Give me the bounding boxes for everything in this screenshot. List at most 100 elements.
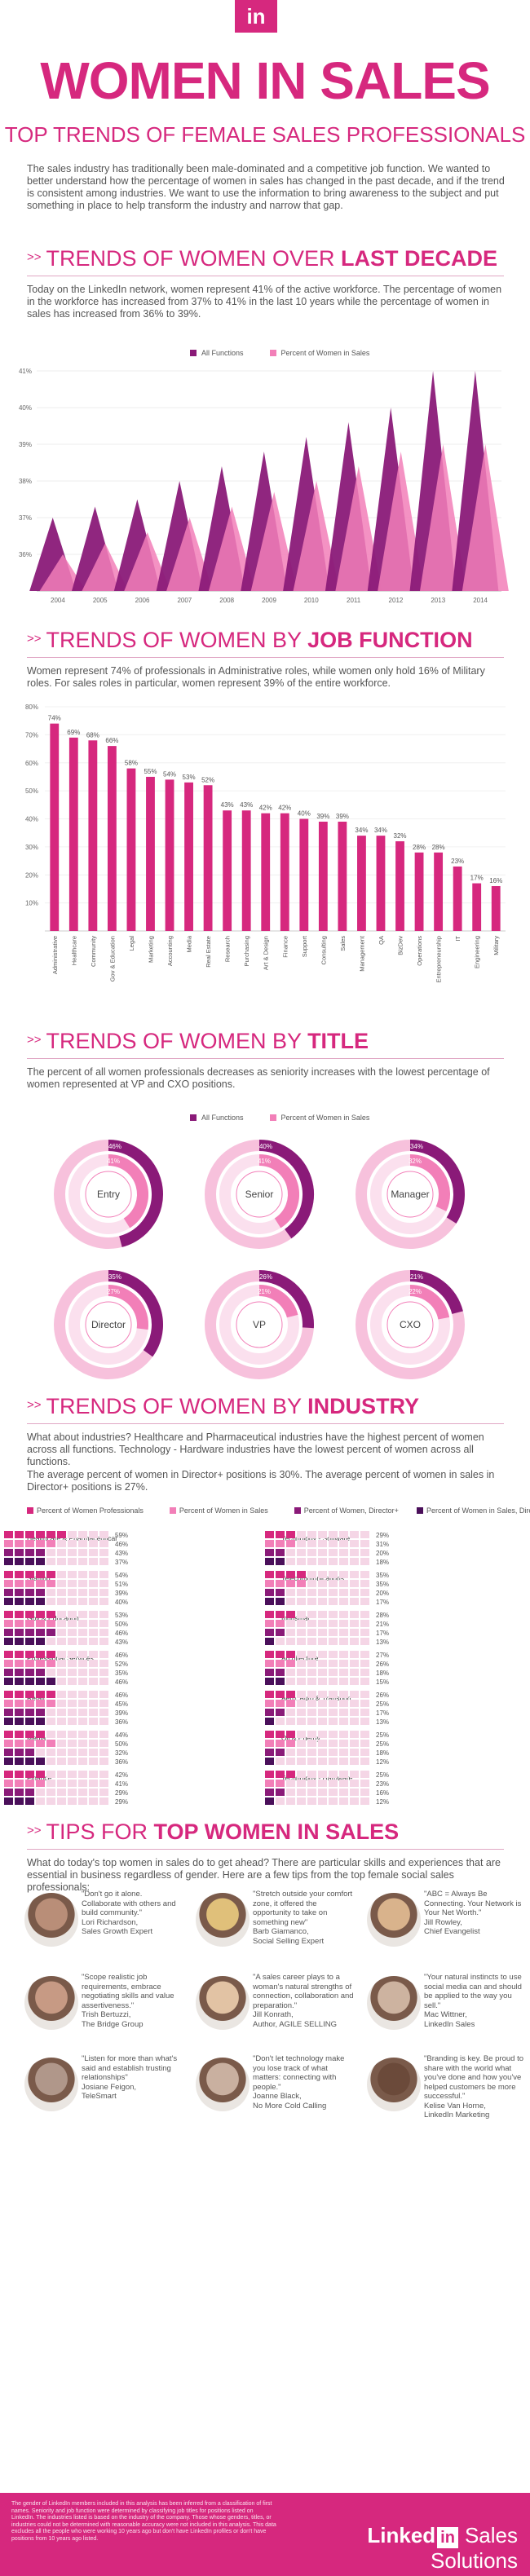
waffle-cell xyxy=(297,1531,306,1538)
industry-label: Retail xyxy=(27,1694,45,1702)
waffle-cell xyxy=(307,1558,316,1565)
linkedin-logo-icon: in xyxy=(235,0,277,33)
waffle-cell xyxy=(339,1789,348,1796)
waffle-cell xyxy=(46,1660,55,1667)
bar xyxy=(376,836,386,931)
category-label: Accounting xyxy=(166,936,174,966)
waffle-cell xyxy=(329,1749,338,1756)
avatar xyxy=(367,1893,421,1947)
waffle-cell xyxy=(350,1749,359,1756)
waffle-cell xyxy=(78,1549,87,1556)
waffle-cell xyxy=(276,1580,285,1587)
waffle-cell xyxy=(57,1558,66,1565)
y-tick-label: 40% xyxy=(19,404,32,412)
waffle-cell xyxy=(57,1771,66,1778)
waffle-cell xyxy=(4,1789,13,1796)
waffle-cell xyxy=(276,1620,285,1627)
waffle-cell xyxy=(339,1598,348,1605)
waffle-cell xyxy=(36,1589,45,1596)
x-tick-label: 2013 xyxy=(431,597,445,604)
waffle-cell xyxy=(78,1731,87,1738)
category-label: Operations xyxy=(416,936,423,966)
waffle-cell xyxy=(329,1558,338,1565)
bar-value-label: 54% xyxy=(163,770,176,778)
waffle-cell xyxy=(297,1691,306,1698)
x-tick-label: 2009 xyxy=(262,597,276,604)
waffle-cell xyxy=(78,1660,87,1667)
waffle-cell xyxy=(276,1598,285,1605)
waffle-cell xyxy=(339,1749,348,1756)
waffle-cell xyxy=(89,1731,98,1738)
waffle-cell xyxy=(57,1709,66,1716)
waffle-cell xyxy=(57,1580,66,1587)
donut-center xyxy=(386,1171,434,1218)
waffle-cell xyxy=(297,1771,306,1778)
waffle-cell xyxy=(46,1598,55,1605)
industry-legend: Percent of Women Professionals Percent o… xyxy=(27,1506,530,1515)
waffle-cell xyxy=(99,1558,108,1565)
category-label: Finance xyxy=(281,936,289,958)
section-heading-tips: >> TIPS FOR TOP WOMEN IN SALES xyxy=(27,1820,516,1845)
page-subtitle: TOP TRENDS OF FEMALE SALES PROFESSIONALS xyxy=(4,122,526,147)
waffle-cell xyxy=(360,1780,369,1787)
bar xyxy=(357,836,366,931)
waffle-cell xyxy=(78,1620,87,1627)
waffle-cell xyxy=(350,1771,359,1778)
waffle-cell xyxy=(89,1771,98,1778)
waffle-cell xyxy=(68,1558,77,1565)
waffle-cell xyxy=(78,1611,87,1618)
waffle-cell xyxy=(78,1540,87,1547)
waffle-cell xyxy=(265,1638,274,1645)
category-label: Media xyxy=(186,935,193,952)
waffle-cell xyxy=(297,1589,306,1596)
waffle-cell xyxy=(78,1771,87,1778)
waffle-cell xyxy=(318,1651,327,1658)
waffle-cell xyxy=(297,1660,306,1667)
waffle-cell xyxy=(99,1740,108,1747)
waffle-cell xyxy=(15,1771,24,1778)
waffle-cell xyxy=(4,1638,13,1645)
waffle-cell xyxy=(46,1749,55,1756)
y-tick-label: 70% xyxy=(25,731,38,739)
bar-value-label: 58% xyxy=(125,760,138,767)
bar-value-label: 68% xyxy=(86,731,99,739)
waffle-cell xyxy=(36,1669,45,1676)
waffle-cell xyxy=(15,1789,24,1796)
waffle-cell xyxy=(360,1611,369,1618)
heading-bold: INDUSTRY xyxy=(307,1394,420,1418)
waffle-cell xyxy=(329,1620,338,1627)
waffle-cell xyxy=(46,1718,55,1725)
donut-outer-arc xyxy=(258,1270,314,1329)
waffle-cell xyxy=(99,1589,108,1596)
waffle-cell xyxy=(25,1629,34,1636)
waffle-cell xyxy=(360,1797,369,1805)
waffle-cell xyxy=(4,1700,13,1707)
waffle-cell xyxy=(99,1531,108,1538)
waffle-cell xyxy=(360,1771,369,1778)
waffle-cell xyxy=(350,1549,359,1556)
section-divider xyxy=(27,657,504,658)
category-label: Legal xyxy=(128,936,135,951)
category-label: Community xyxy=(90,936,97,967)
waffle-cell xyxy=(286,1589,295,1596)
waffle-cell xyxy=(46,1740,55,1747)
bar-value-label: 43% xyxy=(221,801,234,809)
waffle-cell xyxy=(25,1771,34,1778)
y-tick-label: 50% xyxy=(25,787,38,795)
section-divider xyxy=(27,1058,504,1059)
bar-value-label: 74% xyxy=(48,715,61,722)
category-label: Research xyxy=(224,936,232,962)
waffle-cell xyxy=(15,1611,24,1618)
industry-value-label: 18% xyxy=(376,1670,389,1677)
waffle-cell xyxy=(99,1749,108,1756)
waffle-cell xyxy=(286,1771,295,1778)
waffle-cell xyxy=(15,1797,24,1805)
waffle-cell xyxy=(78,1629,87,1636)
industry-value-label: 44% xyxy=(115,1731,128,1739)
category-label: Healthcare xyxy=(70,936,77,965)
waffle-cell xyxy=(307,1731,316,1738)
waffle-cell xyxy=(276,1731,285,1738)
waffle-cell xyxy=(265,1580,274,1587)
waffle-cell xyxy=(4,1549,13,1556)
waffle-cell xyxy=(350,1651,359,1658)
